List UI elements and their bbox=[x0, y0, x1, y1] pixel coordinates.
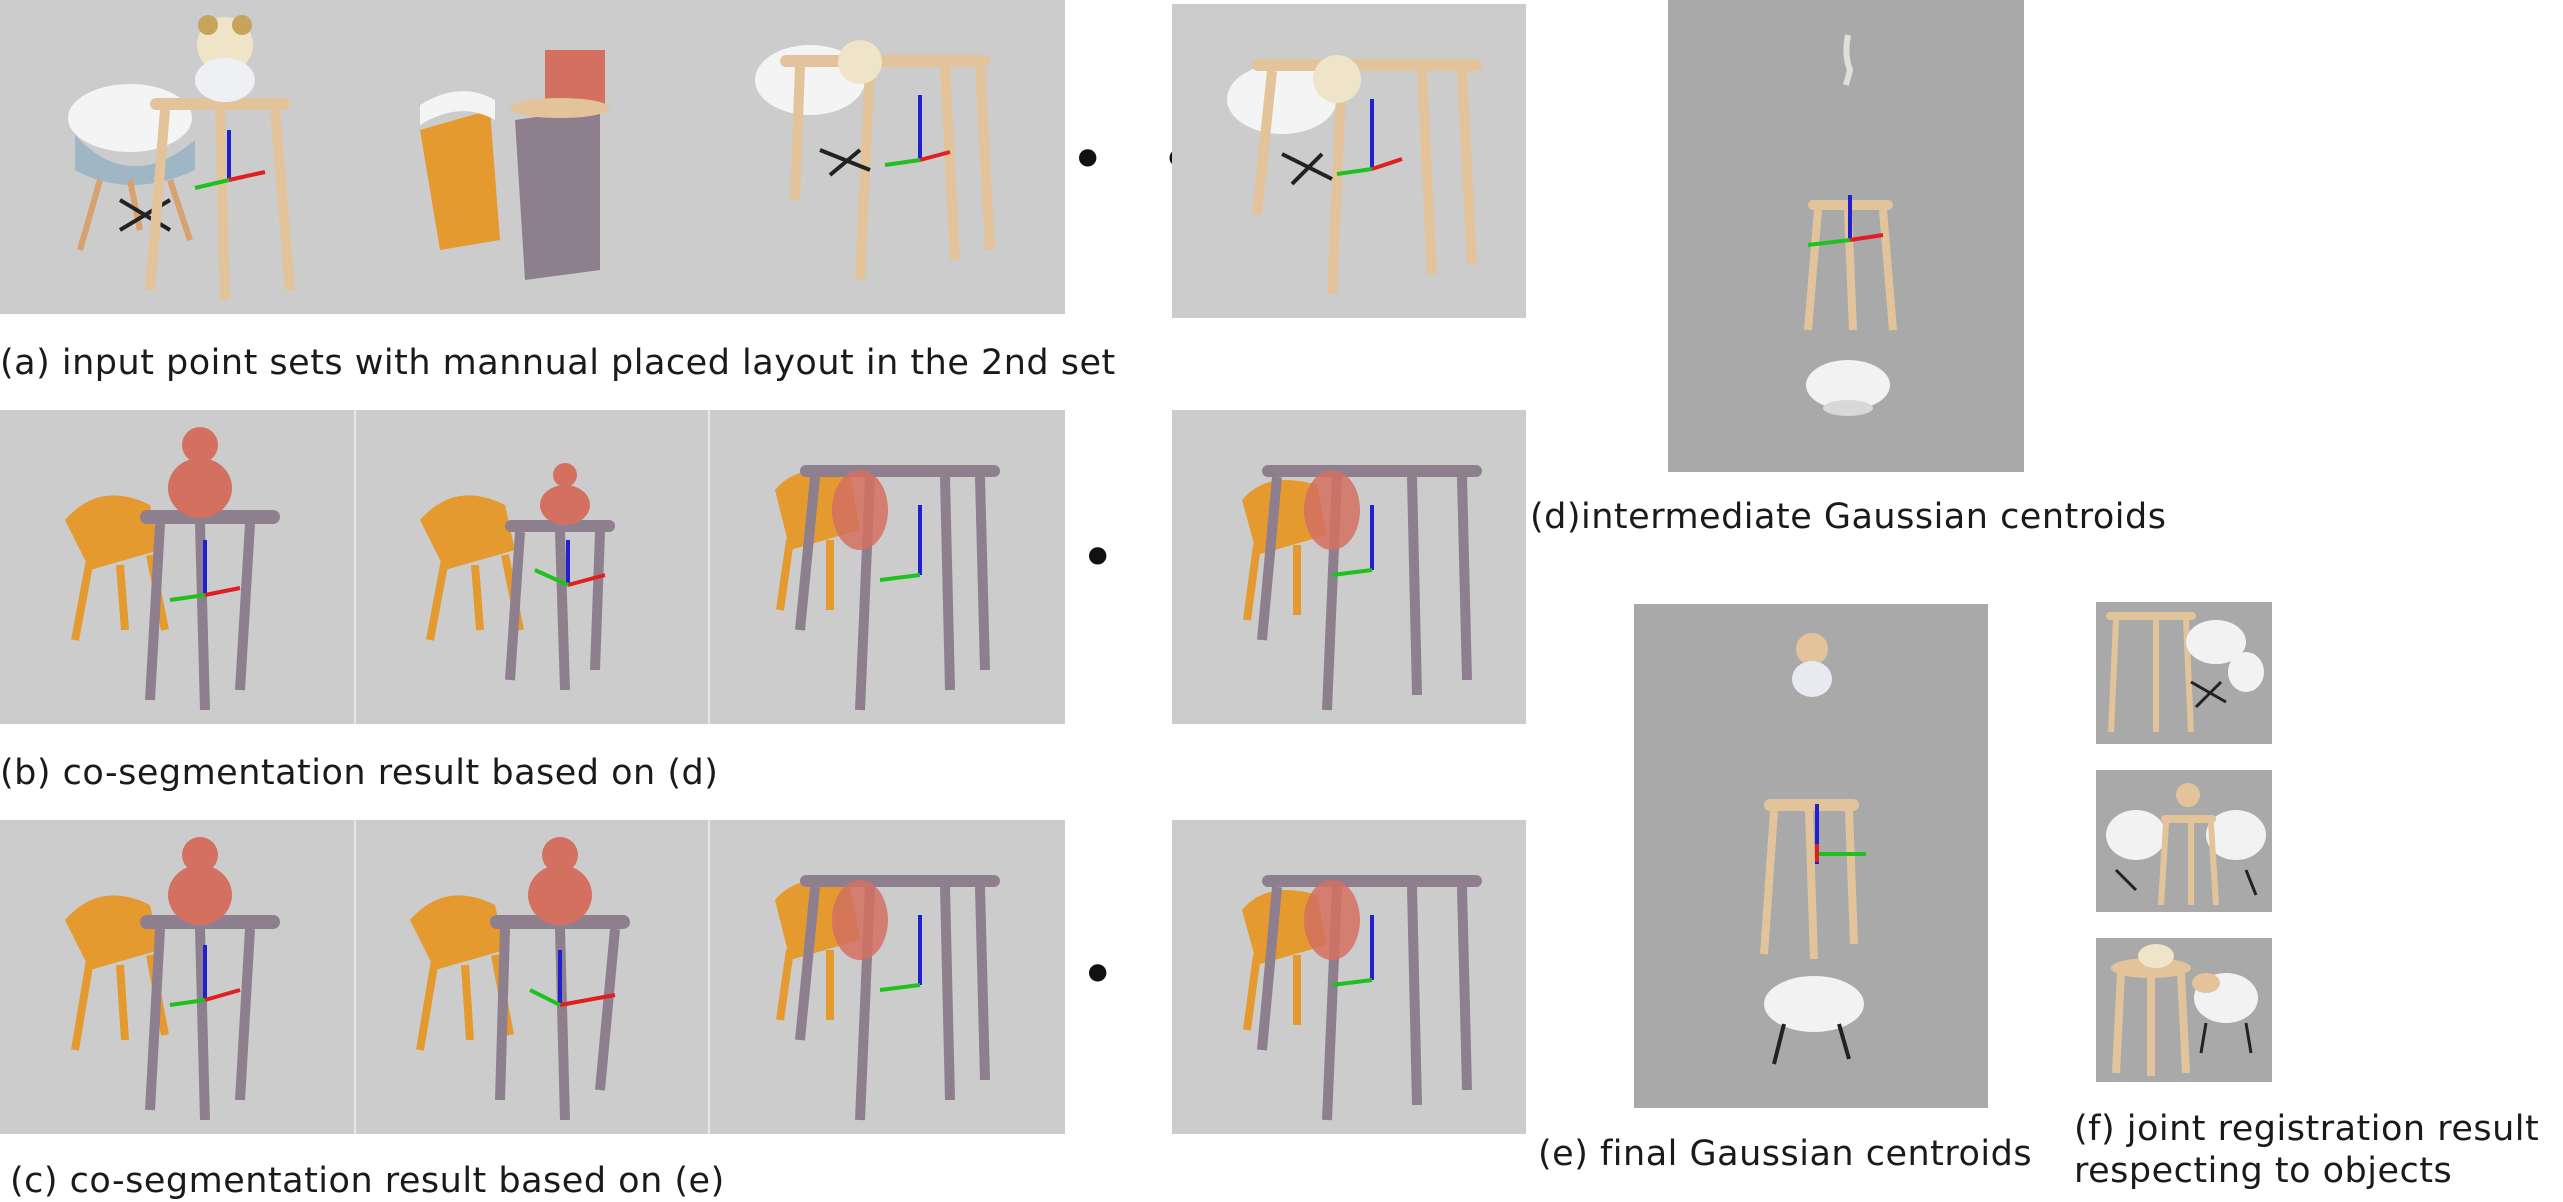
row-c-strip bbox=[0, 820, 1065, 1134]
caption-f-line1: (f) joint registration result bbox=[2074, 1109, 2540, 1149]
scene-b3 bbox=[775, 465, 1000, 711]
row-a-strip-image bbox=[68, 15, 995, 301]
scene-c3 bbox=[775, 875, 1000, 1121]
scene-a4 bbox=[1227, 55, 1482, 295]
scene-b2 bbox=[420, 463, 615, 691]
panel-d bbox=[1668, 0, 2024, 472]
row-c-last-panel bbox=[1172, 820, 1526, 1134]
panel-f1-image bbox=[2106, 612, 2264, 733]
row-b-strip bbox=[0, 410, 1065, 724]
panel-e bbox=[1634, 604, 1988, 1108]
panel-f2-image bbox=[2106, 783, 2266, 906]
row-a-last-panel bbox=[1172, 4, 1526, 318]
panel-e-image bbox=[1760, 633, 1866, 1065]
caption-e: (e) final Gaussian centroids bbox=[1538, 1134, 2033, 1174]
panel-f3 bbox=[2096, 938, 2272, 1082]
caption-a: (a) input point sets with mannual placed… bbox=[0, 343, 1116, 383]
caption-c: (c) co-segmentation result based on (e) bbox=[10, 1161, 725, 1201]
panel-f2 bbox=[2096, 770, 2272, 912]
scene-a3 bbox=[755, 40, 995, 281]
panel-f3-image bbox=[2111, 944, 2258, 1076]
panel-d-image bbox=[1804, 34, 1897, 416]
caption-f-line2: respecting to objects bbox=[2074, 1151, 2453, 1191]
caption-d: (d)intermediate Gaussian centroids bbox=[1530, 497, 2167, 537]
scene-b1 bbox=[65, 427, 280, 711]
row-a-strip bbox=[0, 0, 1065, 314]
scene-c2 bbox=[410, 837, 630, 1121]
scene-c1 bbox=[65, 837, 280, 1121]
scene-b4 bbox=[1242, 465, 1482, 711]
scene-a1 bbox=[68, 15, 295, 301]
scene-a2 bbox=[420, 50, 610, 280]
row-b-strip-image bbox=[65, 410, 1000, 724]
row-c-strip-image bbox=[65, 820, 1000, 1134]
panel-f1 bbox=[2096, 602, 2272, 744]
caption-b: (b) co-segmentation result based on (d) bbox=[0, 753, 719, 793]
scene-c4 bbox=[1242, 875, 1482, 1121]
row-b-last-panel bbox=[1172, 410, 1526, 724]
